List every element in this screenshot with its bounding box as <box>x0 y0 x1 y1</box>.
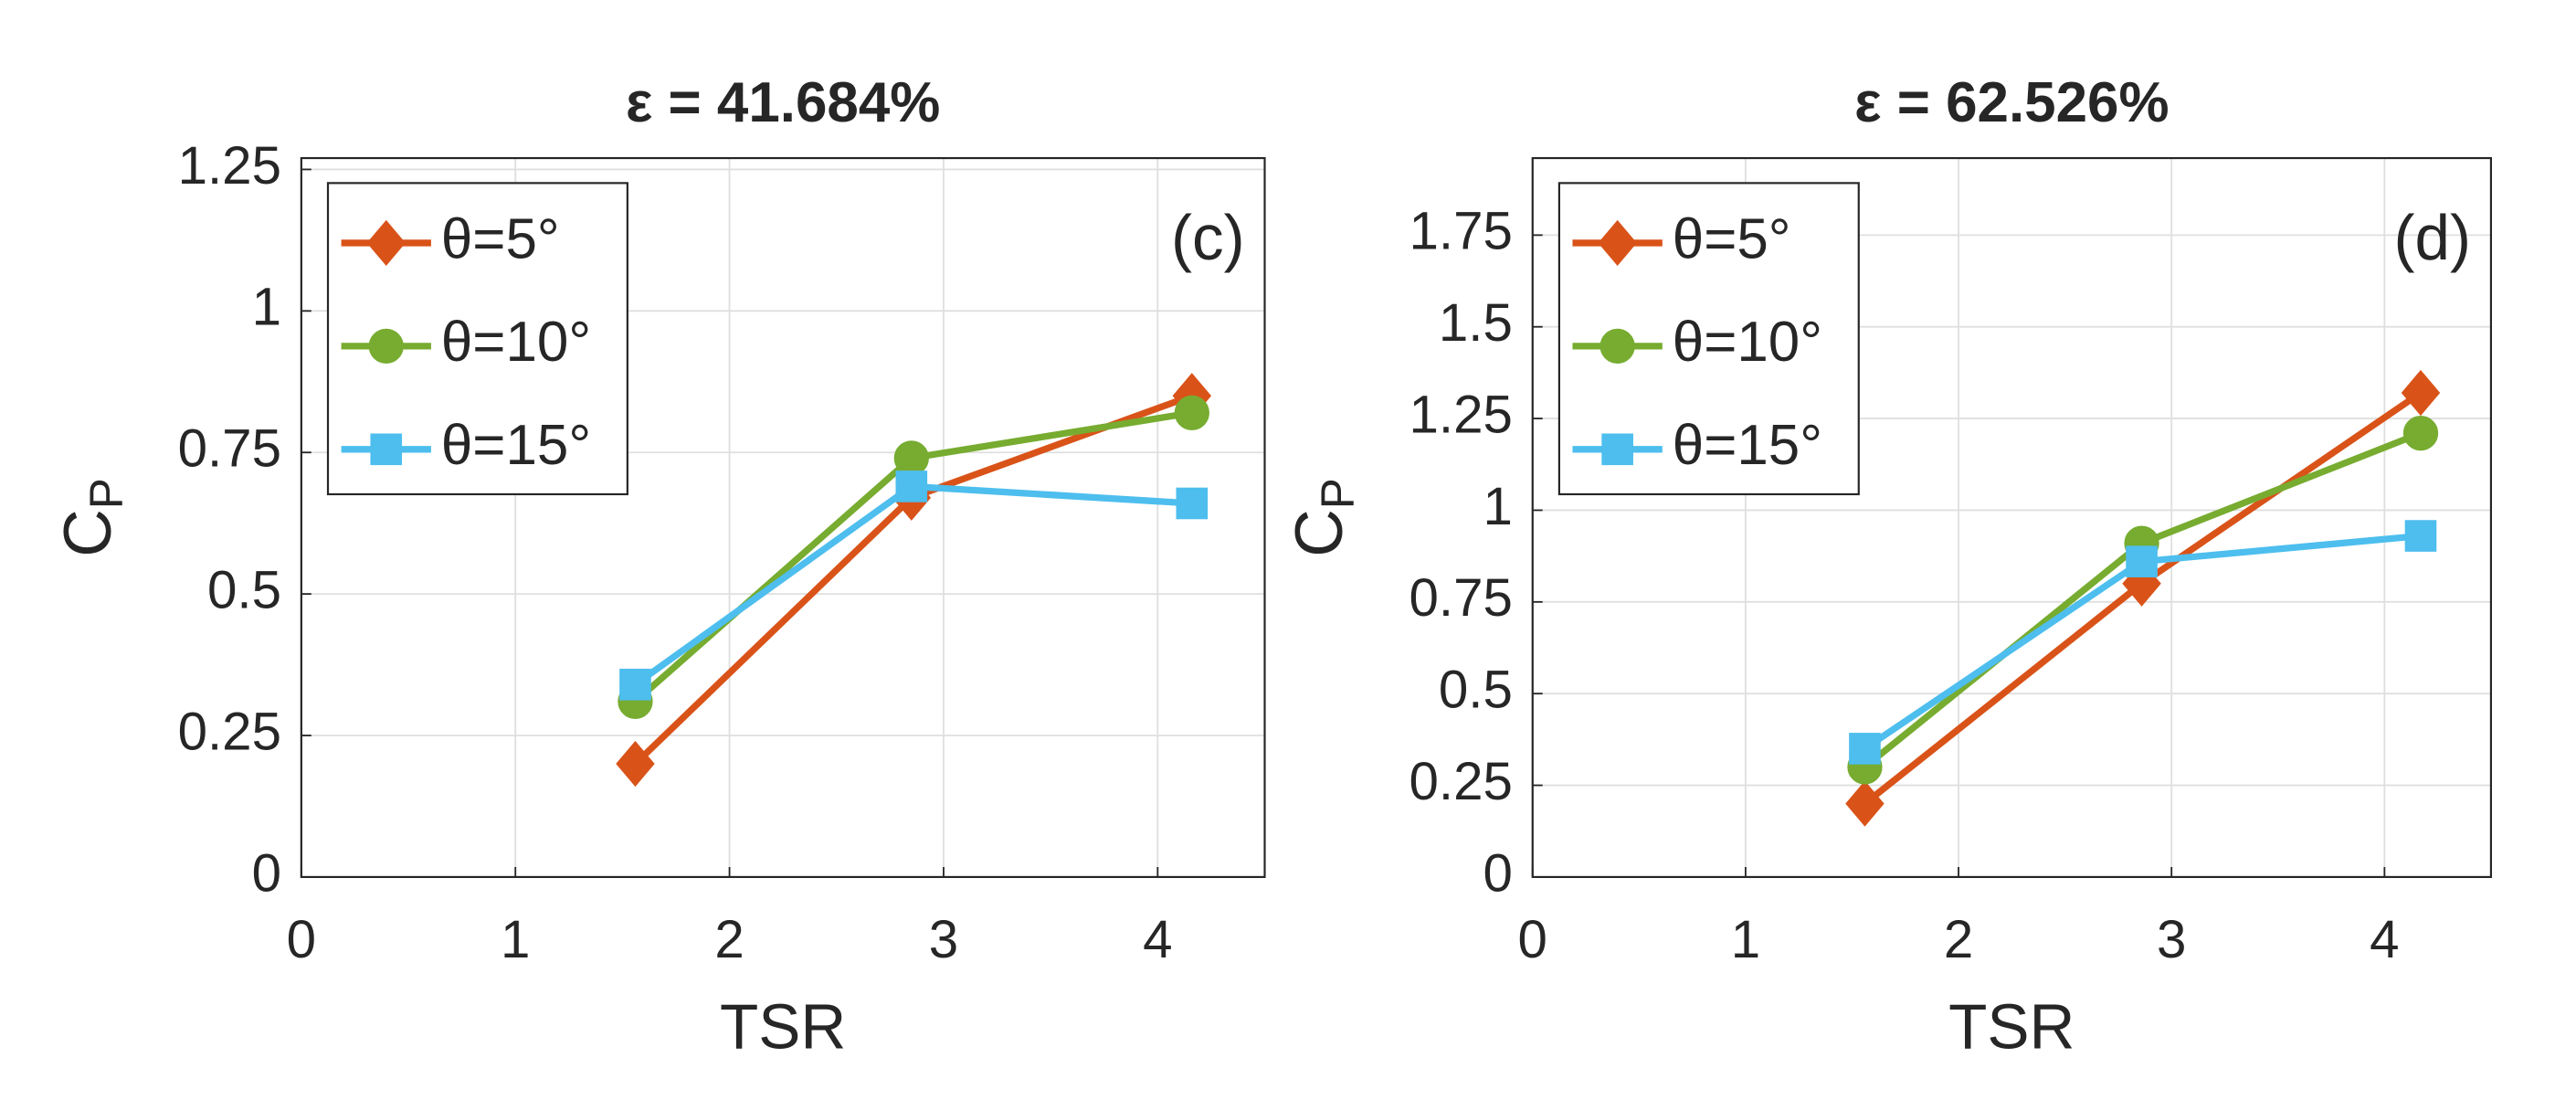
marker <box>368 328 404 364</box>
x-tick-label: 1 <box>501 910 530 969</box>
legend-label: θ=10° <box>1673 311 1822 374</box>
y-tick-label: 1.75 <box>1409 202 1512 261</box>
y-tick-label: 0.75 <box>1409 568 1512 628</box>
y-tick-label: 1.25 <box>178 136 281 196</box>
y-tick-label: 1.5 <box>1439 293 1513 353</box>
marker <box>619 668 651 701</box>
x-tick-label: 4 <box>2370 910 2399 969</box>
y-axis-label: CP <box>51 478 132 557</box>
marker <box>1176 487 1209 520</box>
marker <box>1849 733 1881 765</box>
y-axis-label: CP <box>1283 478 1363 557</box>
marker <box>895 471 928 502</box>
marker <box>2404 520 2437 552</box>
marker <box>1599 328 1635 364</box>
x-tick-label: 3 <box>2157 910 2186 969</box>
x-tick-label: 0 <box>287 910 316 969</box>
axes-frame <box>300 156 1266 879</box>
marker <box>366 219 406 267</box>
marker <box>2126 545 2158 577</box>
y-tick-label: 0 <box>252 843 281 903</box>
chart-title: ε = 62.526% <box>1854 71 2169 134</box>
x-tick-label: 2 <box>1944 910 1973 969</box>
marker <box>893 440 929 476</box>
y-axis-label-base: C <box>51 509 125 557</box>
y-tick-label: 0.25 <box>1409 752 1512 811</box>
marker <box>1845 780 1884 827</box>
y-tick-label: 0 <box>1483 843 1512 903</box>
marker <box>370 433 403 466</box>
axes-frame <box>1531 156 2493 879</box>
x-tick-label: 4 <box>1143 910 1172 969</box>
y-tick-label: 0.25 <box>178 702 281 761</box>
y-tick-label: 0.5 <box>207 561 281 620</box>
legend-label: θ=5° <box>441 207 560 270</box>
y-tick-label: 1.25 <box>1409 385 1512 444</box>
legend-label: θ=5° <box>1673 207 1791 270</box>
annotation: (d) <box>2393 202 2471 273</box>
legend-label: θ=15° <box>1673 414 1822 477</box>
y-tick-label: 0.75 <box>178 419 281 479</box>
y-axis-label-subscript: P <box>80 478 132 509</box>
y-axis-label-subscript: P <box>1312 478 1364 509</box>
x-tick-label: 0 <box>1518 910 1547 969</box>
y-tick-label: 0.5 <box>1439 661 1513 720</box>
y-tick-label: 1 <box>1483 477 1512 536</box>
y-tick-label: 1 <box>252 278 281 337</box>
marker <box>1174 395 1209 430</box>
marker <box>616 740 655 788</box>
x-axis-label: TSR <box>1948 991 2075 1063</box>
y-axis-label-base: C <box>1283 509 1357 557</box>
x-tick-label: 1 <box>1731 910 1760 969</box>
x-tick-label: 3 <box>929 910 958 969</box>
marker <box>1601 433 1633 466</box>
marker <box>2402 416 2439 451</box>
marker <box>1598 219 1637 267</box>
annotation: (c) <box>1171 202 1245 273</box>
chart-title: ε = 41.684% <box>626 71 940 134</box>
x-tick-label: 2 <box>714 910 744 969</box>
x-axis-label: TSR <box>720 991 846 1063</box>
marker <box>2401 369 2441 417</box>
legend-label: θ=15° <box>441 414 591 477</box>
legend-label: θ=10° <box>441 311 591 374</box>
